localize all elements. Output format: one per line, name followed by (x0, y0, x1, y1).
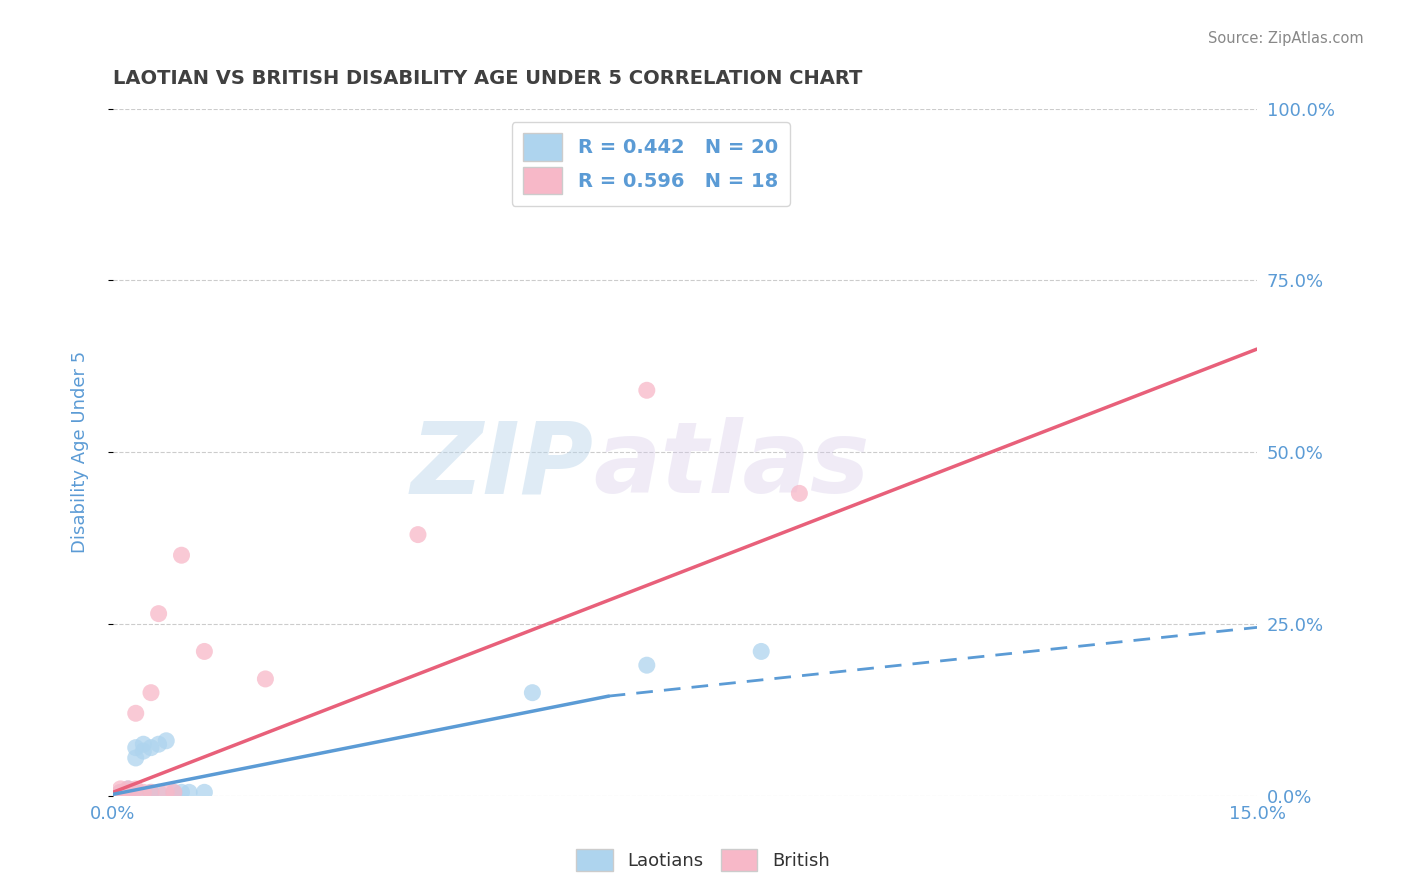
Point (117, 781, 139, 796)
Legend: Laotians, British: Laotians, British (569, 842, 837, 879)
Point (117, 785, 139, 799)
Point (125, 785, 148, 799)
Point (636, 658, 658, 673)
Point (139, 785, 162, 799)
Point (522, 686, 544, 700)
Point (125, 751, 148, 765)
Point (139, 740, 162, 755)
Text: ZIP: ZIP (411, 417, 593, 515)
Point (170, 548, 193, 562)
Point (193, 785, 215, 799)
Text: Source: ZipAtlas.com: Source: ZipAtlas.com (1208, 31, 1364, 46)
Point (155, 733, 177, 747)
Point (132, 744, 155, 758)
Point (789, 486, 811, 500)
Point (148, 737, 170, 751)
Point (132, 737, 155, 751)
Point (749, 644, 772, 658)
Point (254, 672, 277, 686)
Point (179, 785, 201, 799)
Y-axis label: Disability Age Under 5: Disability Age Under 5 (72, 351, 89, 553)
Text: atlas: atlas (593, 417, 870, 515)
Point (125, 740, 148, 755)
Point (117, 785, 139, 799)
Point (139, 785, 162, 799)
Point (110, 785, 132, 799)
Point (139, 686, 162, 700)
Point (636, 384, 658, 398)
Point (148, 607, 170, 621)
Point (125, 781, 148, 796)
Point (163, 785, 186, 799)
Point (117, 781, 139, 796)
Point (155, 785, 177, 799)
Point (110, 785, 132, 799)
Point (148, 785, 170, 799)
Point (132, 785, 155, 799)
Point (193, 644, 215, 658)
Point (110, 781, 132, 796)
Point (406, 527, 429, 541)
Point (170, 785, 193, 799)
Text: LAOTIAN VS BRITISH DISABILITY AGE UNDER 5 CORRELATION CHART: LAOTIAN VS BRITISH DISABILITY AGE UNDER … (112, 69, 862, 87)
Point (125, 706, 148, 721)
Point (163, 785, 186, 799)
Legend: R = 0.442   N = 20, R = 0.596   N = 18: R = 0.442 N = 20, R = 0.596 N = 18 (512, 121, 790, 206)
